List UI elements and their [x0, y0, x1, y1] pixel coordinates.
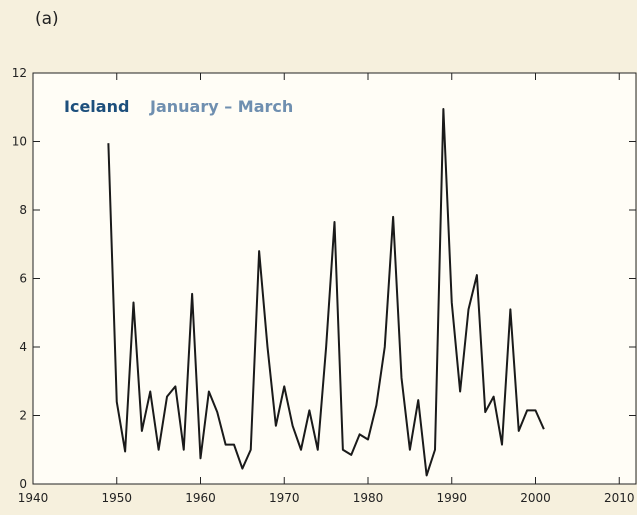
panel-label: (a) — [35, 9, 59, 29]
x-tick-label: 2010 — [604, 491, 635, 505]
y-tick-label: 6 — [19, 272, 27, 286]
x-tick-label: 1990 — [436, 491, 467, 505]
x-tick-label: 1970 — [269, 491, 300, 505]
chart-title: Iceland — [64, 97, 129, 116]
y-tick-label: 8 — [19, 203, 27, 217]
x-tick-label: 1960 — [185, 491, 216, 505]
x-tick-label: 1950 — [101, 491, 132, 505]
y-tick-label: 2 — [19, 409, 27, 423]
chart-subtitle: January – March — [149, 97, 293, 116]
y-tick-label: 10 — [12, 135, 27, 149]
y-tick-label: 12 — [12, 66, 27, 80]
y-tick-label: 0 — [19, 477, 27, 491]
y-tick-label: 4 — [19, 340, 27, 354]
x-tick-label: 1940 — [18, 491, 49, 505]
x-tick-label: 2000 — [520, 491, 551, 505]
data-line — [107, 107, 545, 477]
x-tick-label: 1980 — [353, 491, 384, 505]
plot-area — [32, 72, 637, 485]
